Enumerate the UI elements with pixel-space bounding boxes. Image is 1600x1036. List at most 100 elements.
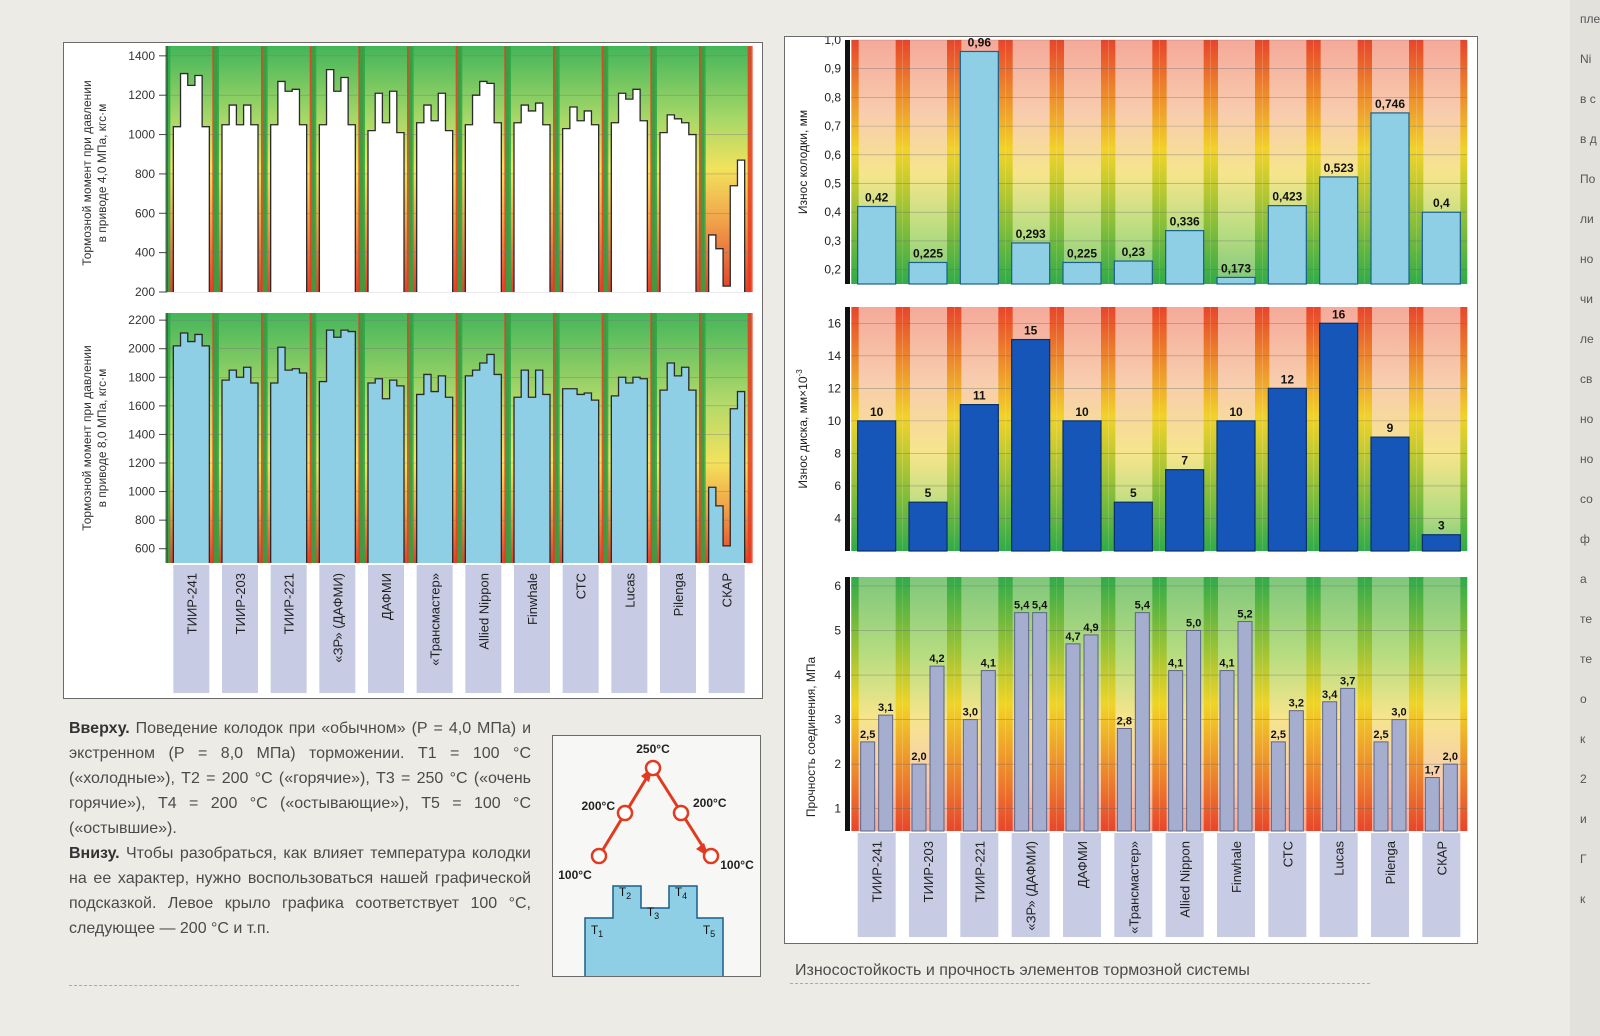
strength-bar-2-тиир-203: [929, 665, 945, 832]
pad-wear-value-label: 0,42: [865, 190, 889, 204]
right-stripe: [1108, 40, 1116, 284]
pad-axis: [845, 40, 850, 284]
edge-fragment: но: [1580, 412, 1594, 426]
left-stripe: [165, 313, 171, 563]
right-stripe: [1262, 577, 1270, 831]
strength-bar-2-тиир-221: [980, 670, 996, 832]
disc-wear-value-label: 10: [1229, 405, 1243, 419]
left-chart-panel: 1400 1200 1000 800 600 400 200 Тормозной момен…: [63, 42, 763, 699]
right-stripe: [1159, 307, 1167, 551]
right-category-label--трансмастер-: «Трансмастер»: [1126, 841, 1141, 934]
right-tick-label: 6: [834, 479, 841, 493]
right-label-column: [960, 833, 999, 937]
disc-wear-value-label: 10: [870, 405, 884, 419]
edge-fragment: в д: [1580, 132, 1597, 146]
pad-wear-value-label: 0,336: [1170, 215, 1200, 229]
disc-wear-bar-тиир-203: [908, 501, 948, 552]
right-stripe: [998, 40, 1006, 284]
left-tick-label: 600: [135, 206, 155, 220]
strength-value-label: 3,4: [1322, 689, 1338, 701]
pad-wear-bar-тиир-241: [857, 205, 897, 285]
left-stripe: [408, 46, 414, 292]
strength-bar-1-скар: [1424, 777, 1440, 832]
pad-wear-value-label: 0,293: [1016, 227, 1046, 241]
strength-bar-1-стс: [1270, 741, 1286, 832]
left-category-label-тиир-241: ТИИР-241: [184, 573, 199, 634]
strength-value-label: 2,5: [860, 729, 875, 741]
right-stripe: [1108, 577, 1116, 831]
left-stripe: [214, 313, 219, 563]
edge-fragment: ли: [1580, 212, 1594, 226]
strength-value-label: 2,5: [1271, 729, 1286, 741]
left-tick-label: 1200: [128, 88, 155, 102]
right-stripe: [1057, 40, 1064, 284]
edge-fragment: те: [1580, 612, 1593, 626]
left-tick-label: 800: [135, 167, 155, 181]
right-label-column: [1011, 833, 1050, 937]
inset-node-t2: [616, 804, 634, 822]
right-stripe: [1365, 307, 1372, 551]
right-label-column: [1422, 833, 1461, 937]
left-label-column: [611, 565, 648, 693]
temp-profile-pilenga: [659, 362, 697, 563]
disc-wear-bar-скар: [1421, 534, 1461, 552]
right-tick-label: 16: [828, 316, 842, 330]
right-tick-label: 8: [834, 446, 841, 460]
left-tick-label: 2000: [128, 342, 155, 356]
left-category-label-скар: СКАР: [720, 573, 735, 607]
temp-profile-тиир-221: [270, 80, 308, 292]
bond-strength-chart: 6 5 4 3 2 1 2,5 2,0 3,0 5,4 4,7 2,8 4,1 4,1 2,5 3,4 2,5 1…: [804, 577, 1468, 832]
strength-bar-2-дафми: [1083, 634, 1099, 832]
strength-value-label: 4,1: [981, 658, 996, 670]
right-stripe: [1152, 577, 1160, 831]
right-tick-label: 0,4: [824, 205, 841, 219]
right-stripe: [903, 40, 910, 284]
right-stripe: [1255, 40, 1262, 284]
right-stripe: [954, 577, 962, 831]
right-category-label-тиир-203: ТИИР-203: [921, 841, 936, 902]
disc-wear-bar-дафми: [1062, 420, 1102, 552]
right-tick-label: 0,5: [824, 177, 841, 191]
temp-profile-стс: [562, 388, 600, 563]
strength-bar-2-стс: [1288, 710, 1304, 832]
strength-bar-2-finwhale: [1237, 621, 1253, 832]
bottom-ylabel-line2: в приводе 8,0 МПа, кгс·м: [95, 369, 109, 508]
left-tick-label: 1400: [128, 49, 155, 63]
left-category-label-lucas: Lucas: [622, 573, 637, 608]
right-stripe: [1152, 307, 1160, 551]
strength-value-label: 1,7: [1425, 765, 1440, 777]
edge-fragment: ф: [1580, 532, 1590, 546]
right-stripe: [1357, 577, 1365, 831]
right-stripe: [1203, 307, 1211, 551]
temp-profile-lucas: [610, 376, 648, 563]
right-stripe: [851, 307, 859, 551]
right-category-label-стс: СТС: [1280, 841, 1295, 867]
inset-node-t4: [672, 804, 690, 822]
strength-bar-2--зр-дафми-: [1032, 612, 1048, 832]
strength-bar-1--зр-дафми-: [1014, 612, 1030, 832]
pad-wear-bar-стс: [1267, 205, 1307, 285]
left-stripe: [652, 46, 657, 292]
right-stripe: [1306, 577, 1314, 831]
left-tick-label: 1000: [128, 485, 155, 499]
right-stripe: [954, 40, 962, 284]
strength-value-label: 2,0: [1443, 751, 1458, 763]
strength-bar-2-скар: [1442, 763, 1458, 832]
right-stripe: [1049, 40, 1057, 284]
right-stripe: [1416, 577, 1424, 831]
temp-profile-тиир-221: [270, 346, 308, 563]
temp-profile-тиир-241: [172, 72, 210, 292]
right-stripe: [1262, 40, 1270, 284]
right-stripe: [1159, 577, 1167, 831]
edge-fragment: чи: [1580, 292, 1593, 306]
left-label-column: [465, 565, 502, 693]
temp-profile-тиир-241: [172, 332, 210, 563]
pad-wear-bar-lucas: [1319, 176, 1359, 285]
right-tick-label: 1: [834, 802, 841, 816]
strength-value-label: 4,1: [1168, 658, 1183, 670]
edge-fragment: но: [1580, 452, 1594, 466]
right-stripe: [1049, 307, 1057, 551]
top-subchart: 1400 1200 1000 800 600 400 200 Тормозной момен…: [80, 46, 753, 299]
temp-profile--зр-дафми-: [318, 68, 356, 292]
